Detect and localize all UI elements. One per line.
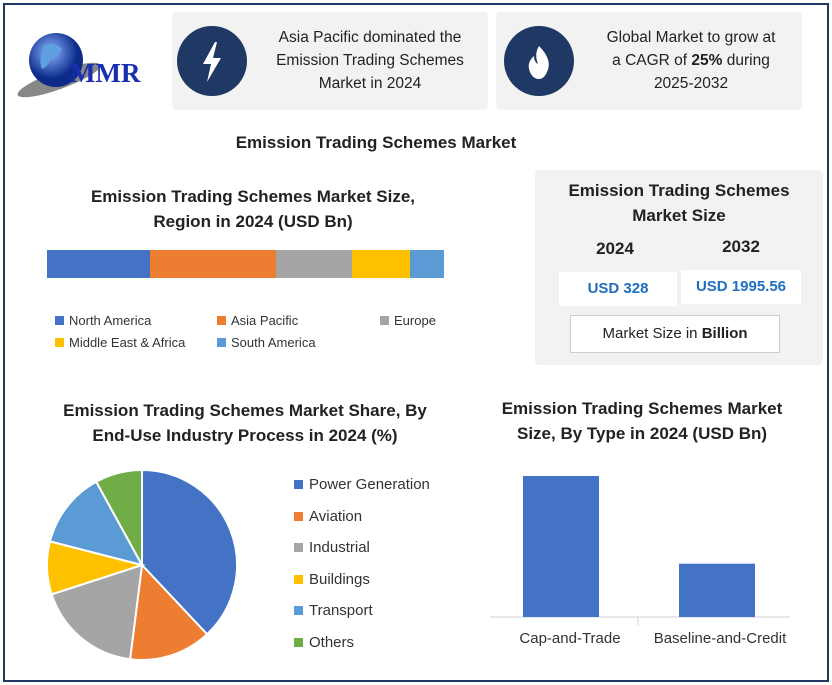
- card-text-line: Emission Trading Schemes: [276, 52, 464, 69]
- region-segment: [47, 250, 150, 278]
- legend-label: Transport: [309, 602, 373, 619]
- pie-slice: [94, 468, 143, 566]
- flame-icon: [504, 26, 574, 96]
- legend-item: Power Generation: [294, 476, 430, 493]
- legend-label: North America: [69, 313, 152, 328]
- legend-item: Aviation: [294, 508, 362, 525]
- note-text: Market Size in: [602, 325, 702, 342]
- year-2032: 2032: [722, 237, 760, 256]
- legend-swatch: [217, 338, 226, 347]
- infographic-frame: [3, 3, 829, 682]
- type-chart-title: Emission Trading Schemes Market Size, By…: [501, 399, 783, 443]
- legend-swatch: [294, 637, 303, 647]
- region-segment: [275, 250, 352, 278]
- pie-slice: [48, 480, 144, 567]
- globe-icon: [17, 33, 101, 98]
- legend-item: Asia Pacific: [217, 313, 298, 328]
- legend-item: South America: [217, 335, 316, 350]
- legend-label: Industrial: [309, 539, 370, 556]
- card-text: a CAGR of: [612, 52, 692, 69]
- legend-swatch: [294, 480, 303, 489]
- legend-swatch: [380, 316, 389, 325]
- logo-text: MMR: [70, 58, 141, 88]
- mmr-logo: MMR: [14, 30, 159, 100]
- legend-swatch: [294, 543, 303, 552]
- legend-item: North America: [55, 313, 151, 328]
- region-stacked-bar: [47, 250, 444, 278]
- legend-label: Middle East & Africa: [69, 335, 186, 350]
- legend-item: Europe: [380, 313, 436, 328]
- legend-item: Others: [294, 634, 354, 651]
- legend-item: Transport: [294, 602, 373, 619]
- legend-swatch: [55, 338, 64, 347]
- legend-swatch: [55, 316, 64, 325]
- value-2032: USD 1995.56: [681, 270, 801, 304]
- card-text-line: Global Market to grow at: [606, 29, 776, 46]
- card-text-line: 2025-2032: [653, 75, 729, 92]
- legend-label: South America: [231, 335, 316, 350]
- card-text: during: [722, 52, 770, 69]
- pie-slice: [50, 563, 144, 661]
- legend-item: Middle East & Africa: [55, 335, 185, 350]
- pie-slice: [128, 562, 209, 661]
- region-segment: [150, 250, 276, 278]
- value-2024: USD 328: [559, 272, 677, 306]
- stat-card-cagr: Global Market to grow at a CAGR of 25% d…: [496, 12, 802, 110]
- x-tick-label: Cap-and-Trade: [519, 630, 621, 647]
- legend-label: Power Generation: [309, 476, 430, 493]
- stat-card-region: Asia Pacific dominated the Emission Trad…: [172, 12, 488, 110]
- cagr-value: 25%: [691, 52, 723, 69]
- legend-label: Europe: [394, 313, 436, 328]
- lightning-icon: [177, 26, 247, 96]
- legend-label: Asia Pacific: [231, 313, 299, 328]
- legend-label: Buildings: [309, 570, 370, 588]
- pie-chart-title: Emission Trading Schemes Market Share, B…: [63, 401, 427, 445]
- type-bar: [679, 563, 755, 617]
- region-segment: [409, 250, 444, 278]
- legend-swatch: [294, 574, 303, 584]
- card-text-line: Market in 2024: [318, 75, 422, 92]
- legend-swatch: [294, 511, 303, 521]
- x-tick-label: Baseline-and-Credit: [653, 630, 787, 647]
- note-unit: Billion: [701, 325, 748, 342]
- region-segment: [351, 250, 410, 278]
- market-size-title: Emission Trading Schemes Market Size: [568, 181, 790, 225]
- market-size-box: Emission Trading Schemes Market Size 202…: [535, 170, 823, 365]
- legend-item: Industrial: [294, 539, 370, 556]
- market-size-note: Market Size in Billion: [570, 315, 780, 353]
- type-bar: [523, 476, 599, 617]
- region-chart-title: Emission Trading Schemes Market Size, Re…: [90, 187, 416, 231]
- legend-label: Others: [309, 633, 355, 651]
- legend-item: Buildings: [294, 571, 370, 588]
- legend-swatch: [294, 606, 303, 615]
- pie-slice: [141, 468, 238, 636]
- legend-label: Aviation: [309, 507, 363, 525]
- main-title: Emission Trading Schemes Market: [235, 133, 517, 152]
- year-2024: 2024: [596, 239, 634, 258]
- end-use-pie-chart: [46, 468, 238, 661]
- legend-swatch: [217, 316, 226, 325]
- card-text-line: Asia Pacific dominated the: [278, 29, 462, 46]
- type-bar-chart: [490, 476, 790, 625]
